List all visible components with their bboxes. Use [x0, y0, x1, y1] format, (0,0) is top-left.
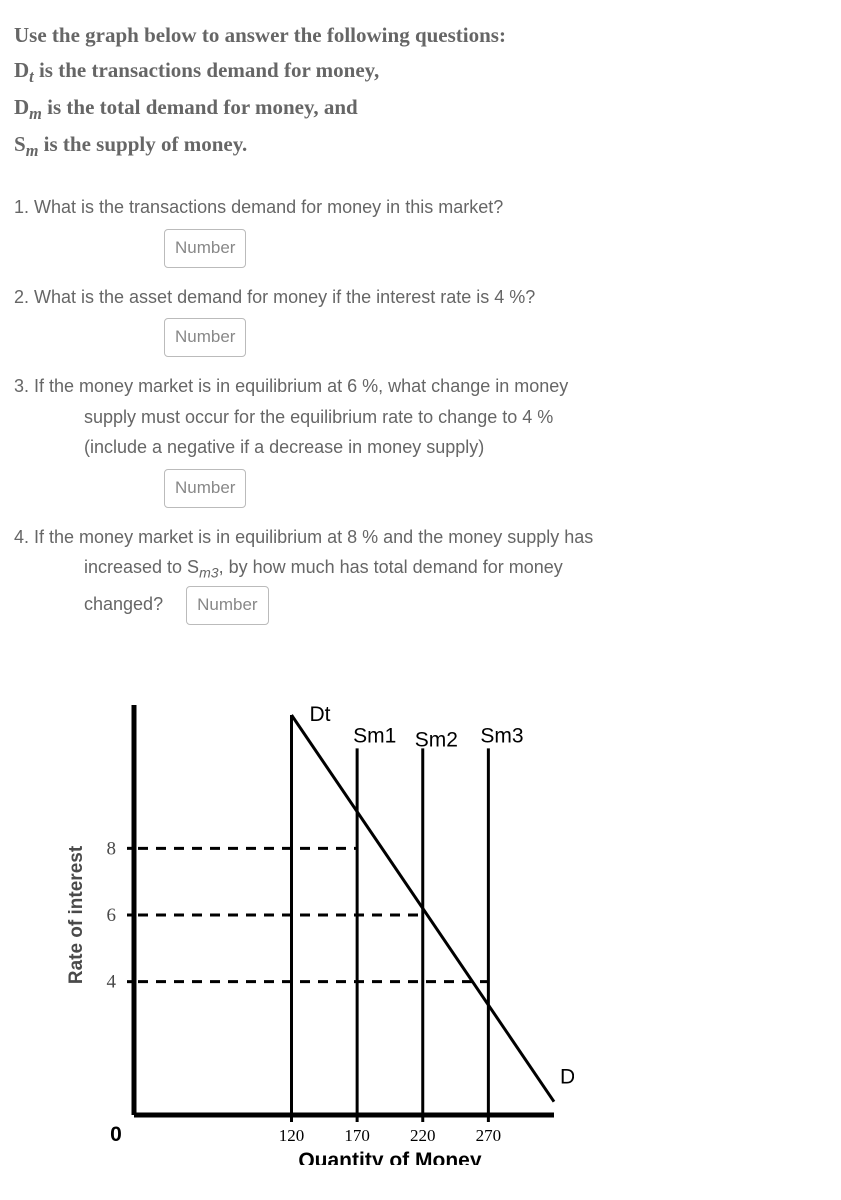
svg-text:Rate of interest: Rate of interest — [66, 845, 87, 984]
svg-text:120: 120 — [279, 1126, 305, 1145]
svg-text:220: 220 — [410, 1126, 436, 1145]
svg-text:6: 6 — [107, 905, 117, 926]
q3-input[interactable]: Number — [164, 469, 246, 508]
svg-text:Quantity of Money: Quantity of Money — [298, 1149, 481, 1165]
intro-block: Use the graph below to answer the follow… — [14, 18, 827, 164]
svg-text:270: 270 — [476, 1126, 502, 1145]
svg-text:Dt: Dt — [310, 703, 331, 726]
q4-text-c: changed? Number — [14, 586, 827, 625]
svg-text:170: 170 — [344, 1126, 370, 1145]
intro-line1: Use the graph below to answer the follow… — [14, 18, 827, 53]
money-market-chart: 8 6 4 Dt Sm1 Sm2 Sm3 Dm 120 170 220 270 0 Quantity of… — [54, 685, 827, 1165]
svg-text:4: 4 — [107, 972, 117, 993]
svg-text:8: 8 — [107, 838, 117, 859]
q1-input[interactable]: Number — [164, 229, 246, 268]
q4-input[interactable]: Number — [186, 586, 268, 625]
chart-svg: 8 6 4 Dt Sm1 Sm2 Sm3 Dm 120 170 220 270 0 Quantity of… — [54, 685, 574, 1165]
intro-line2: Dt is the transactions demand for money, — [14, 53, 827, 90]
q3-text-c: (include a negative if a decrease in mon… — [14, 432, 827, 463]
intro-line4: Sm is the supply of money. — [14, 127, 827, 164]
q3-text-a: 3. If the money market is in equilibrium… — [14, 371, 827, 402]
question-1: 1. What is the transactions demand for m… — [14, 192, 827, 267]
question-4: 4. If the money market is in equilibrium… — [14, 522, 827, 625]
svg-text:0: 0 — [110, 1123, 122, 1146]
q1-text: 1. What is the transactions demand for m… — [14, 192, 827, 223]
question-3: 3. If the money market is in equilibrium… — [14, 371, 827, 508]
svg-text:Sm1: Sm1 — [353, 724, 396, 747]
q4-text-b: increased to Sm3, by how much has total … — [14, 552, 827, 585]
q3-text-b: supply must occur for the equilibrium ra… — [14, 402, 827, 433]
q4-text-a: 4. If the money market is in equilibrium… — [14, 522, 827, 553]
question-2: 2. What is the asset demand for money if… — [14, 282, 827, 357]
svg-text:Sm2: Sm2 — [415, 728, 458, 751]
questions-block: 1. What is the transactions demand for m… — [14, 192, 827, 625]
intro-line3: Dm is the total demand for money, and — [14, 90, 827, 127]
svg-text:Sm3: Sm3 — [480, 724, 523, 747]
svg-text:Dm: Dm — [560, 1066, 574, 1089]
q2-text: 2. What is the asset demand for money if… — [14, 282, 827, 313]
q2-input[interactable]: Number — [164, 318, 246, 357]
